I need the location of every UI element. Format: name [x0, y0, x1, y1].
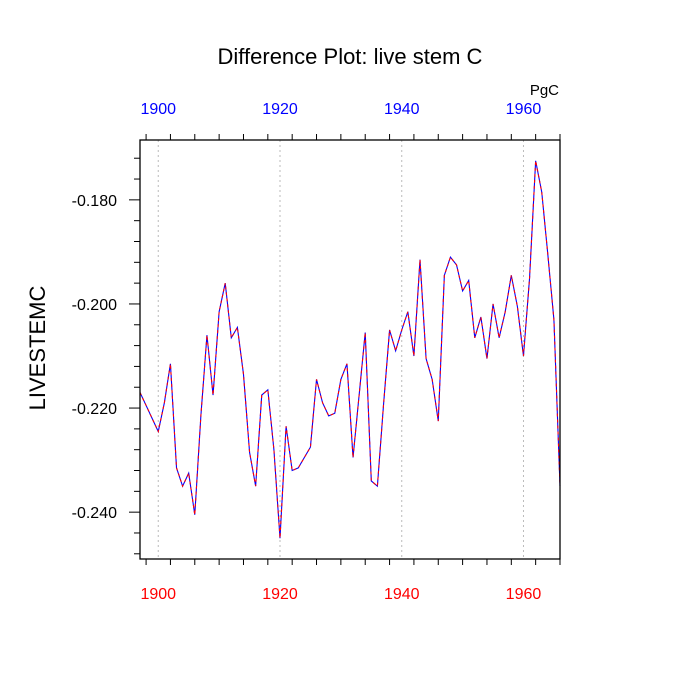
x-tick-label-top: 1920	[262, 101, 298, 118]
plot-frame	[139, 139, 561, 560]
x-tick-label-bottom: 1900	[140, 586, 176, 603]
x-tick-label-bottom: 1920	[262, 586, 298, 603]
x-tick-label-bottom: 1940	[384, 586, 420, 603]
y-axis-label: LIVESTEMC	[25, 286, 50, 411]
y-tick-label: -0.220	[72, 401, 117, 418]
x-tick-label-top: 1900	[140, 101, 176, 118]
axis-ticks	[129, 134, 561, 565]
x-tick-label-bottom: 1960	[506, 586, 542, 603]
y-tick-label: -0.180	[72, 193, 117, 210]
y-tick-label: -0.240	[72, 505, 117, 522]
y-tick-label: -0.200	[72, 297, 117, 314]
x-tick-label-top: 1960	[506, 101, 542, 118]
chart-title: Difference Plot: live stem C	[218, 44, 483, 69]
units-label: PgC	[530, 82, 559, 99]
tick-labels: 1900 1900 1920 1920 1940 1940 1960 1960 -0.180 -0…	[72, 101, 542, 603]
grid-lines	[157, 140, 524, 559]
series-line-dashed-0	[139, 160, 561, 539]
series-line-0	[139, 160, 561, 539]
series-lines	[139, 160, 561, 539]
x-tick-label-top: 1940	[384, 101, 420, 118]
